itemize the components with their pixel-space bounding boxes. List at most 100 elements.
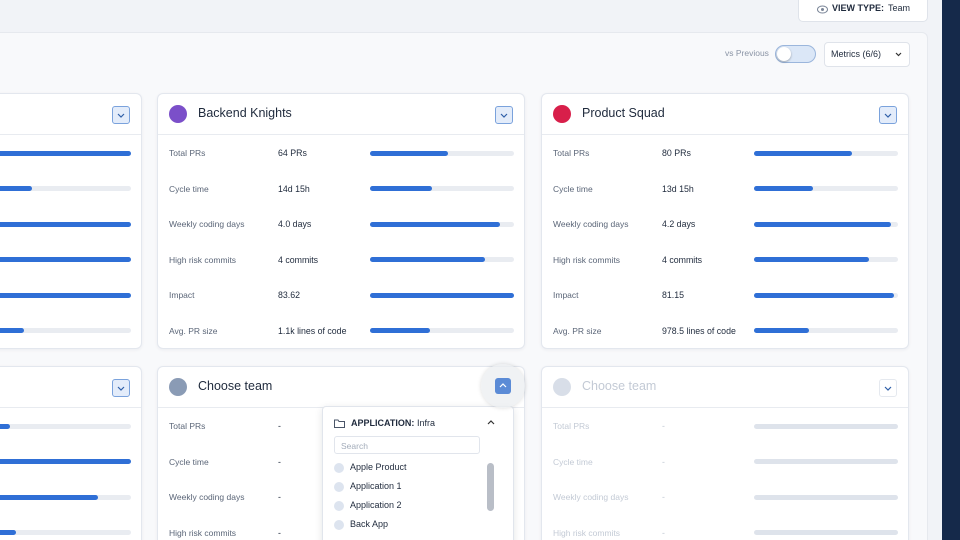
- metric-value: 4 commits: [662, 254, 703, 265]
- bar-track: [370, 150, 514, 156]
- bar-fill: [370, 328, 431, 333]
- team-color-dot: [169, 378, 187, 396]
- chevron-button[interactable]: [112, 106, 130, 124]
- metric-value: -: [278, 492, 281, 502]
- team-name: Product Squad: [582, 106, 665, 120]
- dropdown-item[interactable]: Apple Product: [350, 462, 407, 472]
- team-color-dot: [553, 378, 571, 396]
- bar-track: [370, 257, 514, 262]
- metric-label: Weekly coding days: [553, 219, 629, 229]
- bar-track: [0, 150, 131, 156]
- bar-track: [370, 186, 514, 191]
- metric-value: 14d 15h: [278, 183, 310, 194]
- bar-track: [754, 292, 898, 298]
- view-type: Team: [888, 3, 911, 13]
- bar-fill: [370, 292, 514, 298]
- dropdown-item[interactable]: Application 1: [350, 481, 402, 491]
- metric-label: High risk commits: [169, 254, 237, 265]
- team-card: [0, 366, 142, 540]
- bar-fill: [754, 221, 891, 227]
- chevron-up[interactable]: [487, 420, 495, 425]
- dropdown-item[interactable]: Application 2: [350, 500, 402, 510]
- bar-track: [754, 257, 898, 262]
- team-color-dot: [553, 105, 571, 123]
- bar-track: [754, 423, 898, 429]
- bar-fill: [0, 186, 32, 191]
- bar-track: [0, 530, 131, 535]
- bar-fill: [754, 328, 809, 333]
- metric-value: 64 PRs: [278, 148, 307, 158]
- scrollbar: [487, 463, 494, 511]
- team-card: [0, 93, 142, 349]
- dropdown-title-key: APPLICATION:: [351, 418, 415, 428]
- metric-value: 1.1k lines of code: [278, 325, 347, 336]
- metric-value: -: [662, 456, 665, 467]
- chevron-button-active[interactable]: [495, 378, 511, 394]
- bar-track: [370, 292, 514, 298]
- metric-value: 83.62: [278, 290, 301, 300]
- bar-fill: [0, 150, 131, 156]
- chevron-button[interactable]: [879, 379, 897, 397]
- compare-toggle[interactable]: [775, 45, 816, 63]
- metric-value: -: [278, 527, 281, 538]
- metric-label: High risk commits: [553, 254, 621, 265]
- metric-label: Cycle time: [553, 456, 593, 467]
- team-card: Product Squad Total PRs 80 PRs Cycle time 13…: [541, 93, 909, 349]
- bar-track: [0, 257, 131, 262]
- team-name: Choose team: [582, 379, 657, 393]
- metric-value: -: [662, 492, 665, 502]
- metric-value: 13d 15h: [662, 183, 694, 194]
- bar-fill: [370, 186, 432, 191]
- view-type-label: VIEW TYPE:: [832, 3, 885, 13]
- team-dropdown: APPLICATION: Infra Search Apple Product A…: [322, 406, 514, 540]
- bar-track: [370, 328, 514, 333]
- team-color-dot: [169, 105, 187, 123]
- metric-label: Cycle time: [169, 183, 209, 194]
- bar-fill: [0, 459, 131, 464]
- bar-fill: [754, 186, 814, 191]
- bar-track: [754, 494, 898, 500]
- bar-fill: [0, 221, 131, 227]
- metric-value: -: [662, 421, 665, 431]
- divider: [542, 407, 908, 408]
- metric-value: 978.5 lines of code: [662, 325, 736, 336]
- bar-track: [0, 328, 131, 333]
- metric-label: Cycle time: [169, 456, 209, 467]
- bar-track: [754, 221, 898, 227]
- bar-fill: [370, 221, 500, 227]
- metrics-dropdown[interactable]: Metrics (6/6): [824, 42, 910, 67]
- bar-fill: [0, 494, 98, 500]
- dropdown-title-value: Infra: [417, 418, 436, 428]
- metric-value: -: [278, 421, 281, 431]
- item-icon: [334, 501, 344, 511]
- team-name: Choose team: [198, 379, 273, 393]
- dropdown-item[interactable]: Back App: [350, 519, 389, 529]
- metric-value: -: [662, 527, 665, 538]
- metric-label: Total PRs: [553, 421, 590, 431]
- search-box[interactable]: Search: [334, 436, 480, 454]
- folder-icon: [334, 419, 345, 428]
- metric-value: 81.15: [662, 290, 685, 300]
- bar-track: [754, 150, 898, 156]
- bar-track: [0, 221, 131, 227]
- bar-fill: [0, 530, 16, 535]
- team-name: Backend Knights: [198, 106, 292, 120]
- divider: [158, 134, 524, 135]
- metrics-label: Metrics (6/6): [831, 49, 882, 59]
- chevron-button[interactable]: [112, 379, 130, 397]
- metric-label: Cycle time: [553, 183, 593, 194]
- chevron-button[interactable]: [495, 106, 513, 124]
- bar-fill: [754, 292, 894, 298]
- chevron: [895, 52, 902, 57]
- item-icon: [334, 520, 344, 530]
- item-icon: [334, 482, 344, 492]
- bar-fill: [754, 257, 870, 262]
- metric-label: Impact: [169, 290, 195, 300]
- chevron-button[interactable]: [879, 106, 897, 124]
- metric-label: Weekly coding days: [169, 492, 245, 502]
- view-type-button[interactable]: VIEW TYPE: Team: [798, 0, 928, 22]
- compare-label: vs Previous: [725, 48, 769, 58]
- metric-label: Total PRs: [553, 148, 590, 158]
- metric-label: Total PRs: [169, 421, 206, 431]
